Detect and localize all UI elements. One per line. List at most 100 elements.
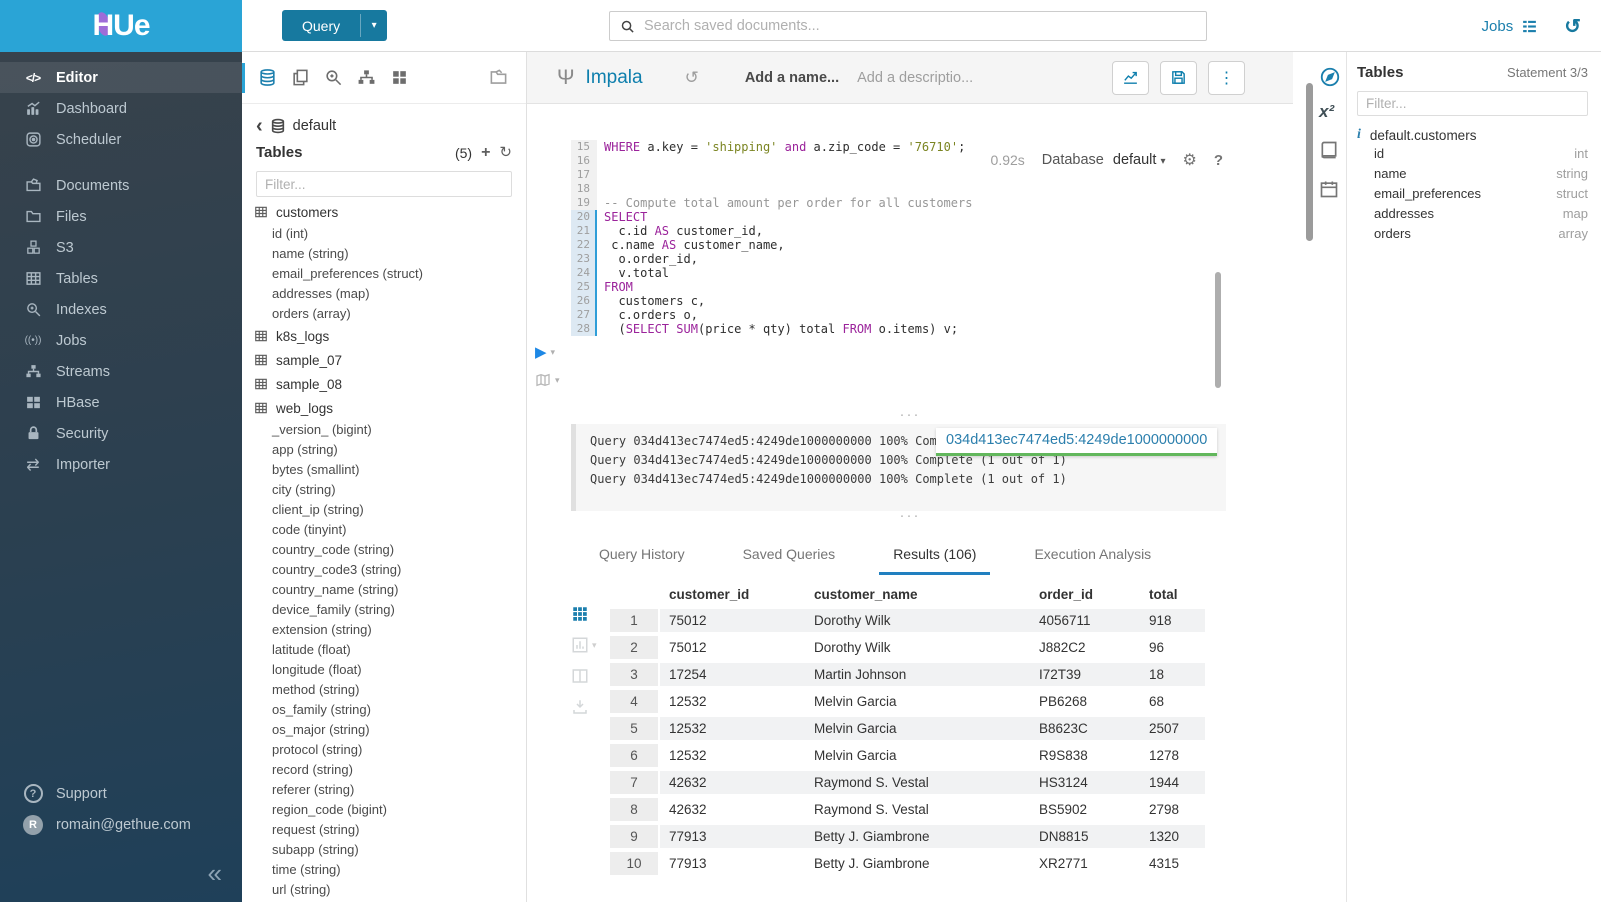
sidebar-item-scheduler[interactable]: Scheduler [0,124,242,155]
assist-column[interactable]: country_code3 (string) [272,561,402,577]
assist-table-customers[interactable]: customers [242,201,526,223]
table-column-addresses[interactable]: addresses map [1357,203,1588,223]
result-row[interactable]: 9 77913 Betty J. Giambrone DN8815 1320 [610,825,1205,852]
assist-column[interactable]: url (string) [272,881,331,897]
assist-column[interactable]: longitude (float) [272,661,362,677]
database-selector[interactable]: default ▾ [1112,152,1166,168]
assist-column[interactable]: country_name (string) [272,581,399,597]
assist-column[interactable]: record (string) [272,761,353,777]
assist-column[interactable]: city (string) [272,481,336,497]
table-column-id[interactable]: id int [1357,143,1588,163]
result-row[interactable]: 5 12532 Melvin Garcia B8623C 2507 [610,717,1205,744]
grid-view-icon[interactable] [571,605,597,623]
assist-column[interactable]: region_code (bigint) [272,801,387,817]
assist-column[interactable]: protocol (string) [272,741,363,757]
assist-column[interactable]: referer (string) [272,781,355,797]
help-icon[interactable]: ? [1213,151,1223,169]
assist-column[interactable]: code (tinyint) [272,521,347,537]
tab-execution-analysis[interactable]: Execution Analysis [1034,546,1152,562]
tab-saved-queries[interactable]: Saved Queries [742,546,836,562]
result-row[interactable]: 6 12532 Melvin Garcia R9S838 1278 [610,744,1205,771]
result-row[interactable]: 1 75012 Dorothy Wilk 4056711 918 [610,609,1205,636]
assist-column[interactable]: client_ip (string) [272,501,364,517]
chart-button[interactable] [1112,60,1149,95]
sidebar-item-jobs[interactable]: ((•)) Jobs [0,325,242,356]
sidebar-item-support[interactable]: ? Support [0,778,242,809]
sidebar-item-hbase[interactable]: HBase [0,387,242,418]
active-table-item[interactable]: i default.customers [1357,127,1588,143]
assist-column[interactable]: latitude (float) [272,641,351,657]
assist-column[interactable]: email_preferences (struct) [272,265,423,281]
assist-sitemap-icon[interactable] [357,68,376,87]
download-results-icon[interactable] [571,698,597,716]
sql-code-editor[interactable]: 15 WHERE a.key = 'shipping' and a.zip_cod… [571,140,1293,336]
assist-filter-input[interactable] [256,171,512,197]
search-input[interactable] [644,18,1196,34]
assist-column[interactable]: id (int) [272,225,309,241]
editor-history-icon[interactable]: ↺ [684,67,699,87]
sidebar-item-importer[interactable]: ⇄ Importer [0,449,242,480]
execute-query-button[interactable]: ▶ [535,344,547,361]
sidebar-item-security[interactable]: Security [0,418,242,449]
assist-column[interactable]: _version_ (bigint) [272,421,372,437]
assist-search-icon[interactable] [324,68,343,87]
query-history-icon[interactable]: ↺ [1564,15,1581,38]
current-database-name[interactable]: default [292,118,337,134]
assist-folder-icon[interactable] [489,68,508,87]
results-header-order_id[interactable]: order_id [1039,586,1094,602]
assist-column[interactable]: os_family (string) [272,701,371,717]
tab-results-106[interactable]: Results (106) [879,535,991,575]
minimap-icon[interactable] [535,372,551,388]
assist-column[interactable]: bytes (smallint) [272,461,360,477]
table-column-name[interactable]: name string [1357,163,1588,183]
query-id-link[interactable]: 034d413ec7474ed5:4249de1000000000 [936,428,1218,456]
query-description-field[interactable]: Add a descriptio... [857,69,974,86]
result-row[interactable]: 3 17254 Martin Johnson I72T39 18 [610,663,1205,690]
sidebar-item-indexes[interactable]: Indexes [0,294,242,325]
assist-column[interactable]: os_major (string) [272,721,370,737]
collapse-sidebar-button[interactable]: « [207,858,222,888]
assist-column[interactable]: app (string) [272,441,338,457]
chart-view-icon[interactable]: ▾ [571,636,597,654]
assist-table-k8s_logs[interactable]: k8s_logs [242,325,526,347]
query-dropdown-caret-icon[interactable]: ▾ [371,20,377,31]
columns-view-icon[interactable] [571,667,597,685]
chart-view-caret-icon[interactable]: ▾ [592,639,597,650]
result-row[interactable]: 7 42632 Raymond S. Vestal HS3124 1944 [610,771,1205,798]
result-row[interactable]: 10 77913 Betty J. Giambrone XR2771 4315 [610,852,1205,879]
results-header-customer_name[interactable]: customer_name [814,586,918,602]
assist-column[interactable]: time (string) [272,861,341,877]
resize-handle-bottom[interactable]: ··· [899,507,921,524]
assist-table-sample_08[interactable]: sample_08 [242,373,526,395]
info-icon[interactable]: i [1357,127,1361,142]
assist-apps-grid-icon[interactable] [390,68,409,87]
assist-column[interactable]: device_family (string) [272,601,395,617]
assist-column[interactable]: request (string) [272,821,360,837]
back-chevron-icon[interactable]: ‹ [256,115,263,137]
sidebar-item-documents[interactable]: Documents [0,170,242,201]
tab-query-history[interactable]: Query History [599,546,685,562]
new-query-button[interactable]: Query ▾ [282,10,388,41]
result-row[interactable]: 8 42632 Raymond S. Vestal BS5902 2798 [610,798,1205,825]
assist-column[interactable]: addresses (map) [272,285,370,301]
table-column-email_preferences[interactable]: email_preferences struct [1357,183,1588,203]
sidebar-item-user[interactable]: R romain@gethue.com [0,809,242,840]
execute-options-caret-icon[interactable]: ▾ [550,346,556,357]
save-button[interactable] [1160,60,1197,95]
minimap-caret-icon[interactable]: ▾ [555,374,560,385]
editor-scrollbar[interactable] [1215,272,1221,388]
engine-name[interactable]: Impala [585,66,643,88]
settings-gear-icon[interactable]: ⚙ [1182,152,1197,169]
add-table-icon[interactable]: + [481,143,491,161]
resize-handle-top[interactable]: ··· [899,406,921,423]
assist-table-sample_07[interactable]: sample_07 [242,349,526,371]
assist-column[interactable]: method (string) [272,681,360,697]
query-name-field[interactable]: Add a name... [744,69,840,86]
sidebar-item-s3[interactable]: S3 [0,232,242,263]
assistant-compass-icon[interactable] [1319,66,1341,88]
result-row[interactable]: 4 12532 Melvin Garcia PB6268 68 [610,690,1205,717]
language-reference-icon[interactable] [1319,140,1339,160]
assist-column[interactable]: subapp (string) [272,841,359,857]
table-column-orders[interactable]: orders array [1357,223,1588,243]
statement-counter[interactable]: Statement 3/3 [1507,65,1588,80]
